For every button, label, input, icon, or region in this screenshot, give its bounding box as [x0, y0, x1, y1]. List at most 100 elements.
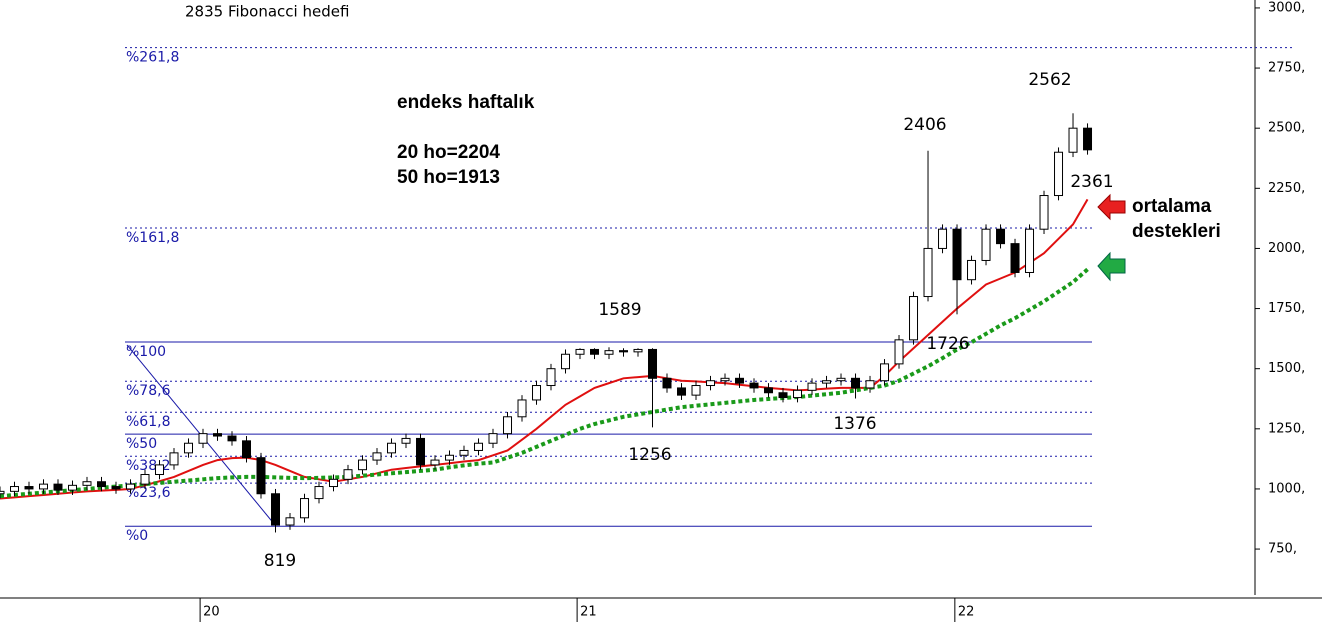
y-tick-label: 2250,	[1268, 181, 1305, 196]
candle-body	[691, 385, 701, 396]
candle-body	[604, 350, 614, 355]
fib-label: %161,8	[126, 230, 179, 246]
fib-label: %100	[126, 344, 166, 360]
candle-body	[981, 228, 991, 261]
point-label: 2562	[1028, 70, 1071, 90]
candle-body	[967, 259, 977, 281]
y-tick-label: 1500,	[1268, 361, 1305, 376]
candle-body	[39, 483, 49, 490]
point-label: 2361	[1070, 172, 1113, 192]
point-label: 819	[264, 551, 296, 571]
candle-body	[851, 377, 861, 389]
candle-body	[865, 380, 875, 389]
candle-body	[242, 440, 252, 459]
candle-body	[314, 486, 324, 500]
candle-body	[880, 363, 890, 382]
moving-average	[0, 198, 1089, 500]
candle-body	[140, 474, 150, 485]
candle-body	[822, 380, 832, 384]
candle-body	[111, 486, 121, 490]
candle-body	[1054, 151, 1064, 197]
candle-body	[561, 353, 571, 370]
candle-body	[938, 228, 948, 249]
candle-body	[416, 437, 426, 466]
candle-body	[503, 416, 513, 435]
x-tick-label: 21	[580, 605, 597, 620]
fib-label: %23,6	[126, 485, 171, 501]
point-label: 1726	[926, 334, 969, 354]
candle-body	[1025, 228, 1035, 273]
candle-body	[662, 377, 672, 389]
candle-body	[372, 452, 382, 461]
y-tick-label: 3000,	[1268, 0, 1305, 15]
candle-body	[807, 382, 817, 391]
red-arrow	[1097, 193, 1126, 221]
candle-body	[300, 498, 310, 519]
side-note: destekleri	[1132, 221, 1221, 242]
candle-body	[126, 483, 136, 490]
candle-body	[213, 433, 223, 437]
moving-average	[0, 267, 1089, 499]
fib-label: %0	[126, 528, 148, 544]
candle-body	[256, 457, 266, 495]
candle-body	[517, 399, 527, 418]
candle-body	[10, 486, 20, 492]
fib-label: %61,8	[126, 414, 170, 430]
y-tick-label: 750,	[1268, 542, 1297, 557]
candle-body	[459, 449, 469, 456]
candle-body	[836, 377, 846, 382]
candle-body	[169, 452, 179, 466]
y-tick-label: 2000,	[1268, 241, 1305, 256]
candle-body	[0, 490, 5, 495]
candle-body	[720, 377, 730, 382]
candle-body	[778, 392, 788, 399]
note: 20 ho=2204	[397, 142, 500, 163]
note: endeks haftalık	[397, 92, 535, 113]
candle-body	[401, 437, 411, 444]
fib-label: %261,8	[126, 50, 179, 66]
y-tick-label: 1000,	[1268, 481, 1305, 496]
chart-title: 2835 Fibonacci hedefi	[185, 3, 349, 21]
candle-body	[271, 493, 281, 526]
candle-body	[97, 481, 107, 488]
candle-body	[343, 469, 353, 480]
candle-body	[648, 348, 658, 379]
candle-body	[227, 435, 237, 442]
point-label: 1589	[598, 300, 641, 320]
candle-body	[184, 442, 194, 454]
candle-body	[677, 387, 687, 396]
candle-body	[387, 442, 397, 454]
candle-body	[358, 459, 368, 471]
candle-body	[590, 348, 600, 355]
y-tick-label: 2500,	[1268, 121, 1305, 136]
candle-body	[1039, 195, 1049, 230]
candle-body	[488, 433, 498, 444]
candle-body	[285, 517, 295, 526]
candle-body	[68, 484, 78, 491]
candle-body	[532, 385, 542, 401]
y-tick-label: 1750,	[1268, 301, 1305, 316]
candle-body	[894, 339, 904, 365]
x-tick-label: 22	[958, 605, 975, 620]
candle-body	[445, 454, 455, 461]
candle-body	[329, 478, 339, 488]
y-tick-label: 1250,	[1268, 421, 1305, 436]
candle-body	[155, 464, 165, 476]
candle-body	[198, 433, 208, 444]
candle-body	[952, 228, 962, 281]
candle-body	[53, 483, 63, 491]
candle-body	[633, 348, 643, 353]
side-note: ortalama	[1132, 196, 1212, 217]
candle-body	[749, 382, 759, 389]
candle-body	[1068, 127, 1078, 153]
point-label: 1376	[833, 414, 876, 434]
candle-body	[996, 228, 1006, 245]
note: 50 ho=1913	[397, 167, 500, 188]
candle-body	[1010, 243, 1020, 273]
candle-body	[764, 387, 774, 394]
y-tick-label: 2750,	[1268, 61, 1305, 76]
candle-body	[735, 377, 745, 384]
x-tick-label: 20	[203, 605, 220, 620]
fib-label: %78,6	[126, 383, 171, 399]
